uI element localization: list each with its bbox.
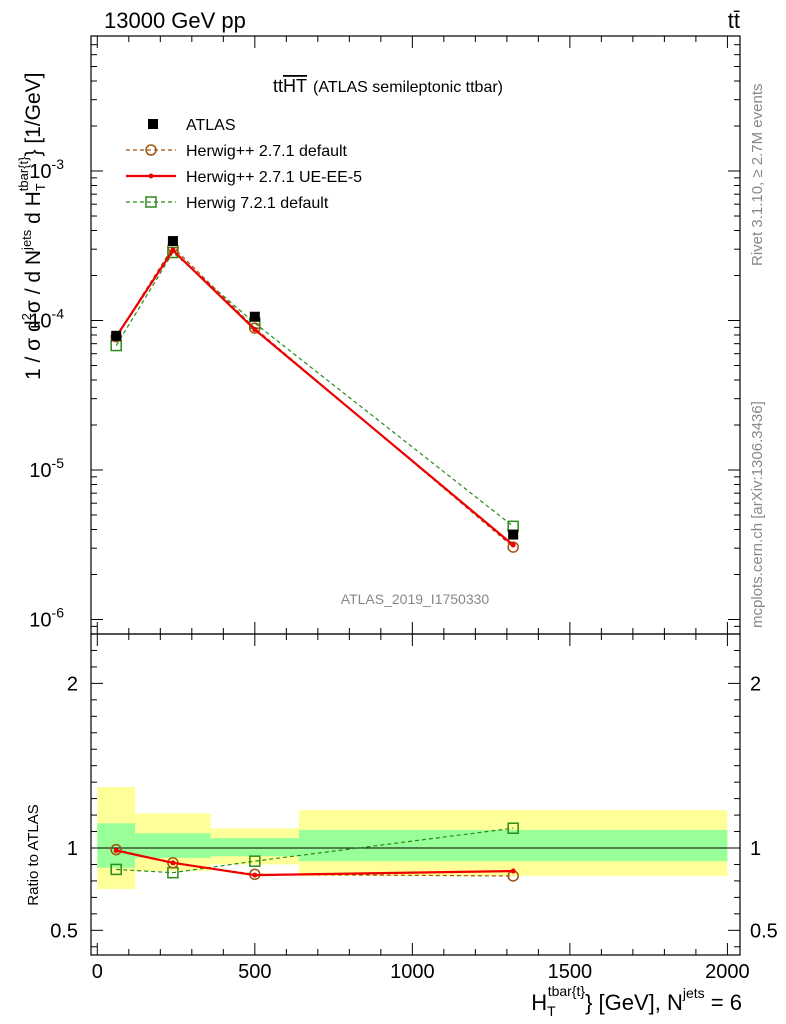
legend-label: Herwig++ 2.7.1 UE-EE-5 — [186, 169, 362, 186]
series-herwigpp_default — [110, 241, 519, 553]
y-tick-exponent: -4 — [52, 306, 65, 322]
ratio-point-herwig7 — [507, 822, 519, 834]
x-label-part: } [GeV], N — [585, 990, 683, 1015]
x-label-part: T — [547, 1003, 556, 1019]
legend-marker-herwigpp_ueee5 — [148, 173, 154, 179]
x-tick-label: 2000 — [705, 961, 750, 983]
point-data — [167, 236, 178, 247]
header-left: 13000 GeV pp — [104, 8, 246, 33]
legend-marker-herwig7 — [145, 196, 157, 208]
ratio-point-herwigpp_ueee5 — [252, 872, 258, 878]
legend-label: Herwig 7.2.1 default — [186, 195, 329, 212]
legend-marker-herwigpp_default — [145, 144, 157, 156]
series-herwigpp_ueee5 — [113, 247, 516, 548]
y-label-part: tbar{t} — [16, 156, 31, 191]
legend-label: Herwig++ 2.7.1 default — [186, 143, 348, 160]
series-data — [111, 236, 519, 540]
y-label-part: σ / d N — [22, 250, 45, 313]
y-label-part: 1 / σ d — [22, 320, 45, 380]
legend-marker-data — [148, 119, 158, 129]
series-herwig7 — [110, 246, 519, 533]
legend-label: ATLAS — [186, 117, 236, 134]
y-axis-label-ratio: Ratio to ATLAS — [25, 804, 42, 905]
plot-title: ttHT (ATLAS semileptonic ttbar) — [273, 76, 503, 96]
ratio-tick-label-left: 0.5 — [50, 920, 78, 942]
x-label-part: H — [531, 990, 547, 1015]
point-herwigpp_default — [249, 322, 261, 334]
series-line-herwigpp_ueee5 — [115, 248, 514, 546]
ratio-frame — [90, 633, 741, 956]
y-tick-label: 10-5 — [29, 455, 64, 482]
point-data — [249, 311, 260, 322]
y-label-part: } [1/GeV] — [22, 72, 45, 156]
analysis-watermark: ATLAS_2019_I1750330 — [341, 591, 490, 607]
y-tick-base: 10 — [29, 460, 51, 482]
ratio-series-herwigpp_ueee5 — [113, 847, 516, 878]
y-tick-exponent: -3 — [52, 156, 65, 172]
ratio-line-herwigpp_ueee5 — [115, 849, 514, 877]
plot-title-sub: (ATLAS semileptonic ttbar) — [313, 79, 503, 96]
y-tick-base: 10 — [29, 610, 51, 632]
y-label-part: T — [33, 183, 48, 191]
header-right: tt̄ — [728, 8, 740, 33]
y-tick-label: 10-3 — [29, 156, 64, 183]
point-herwigpp_ueee5 — [510, 542, 516, 548]
point-herwigpp_ueee5 — [252, 327, 258, 333]
ratio-tick-label-right: 0.5 — [750, 920, 778, 942]
y-label-part: d H — [22, 191, 45, 230]
series-line-herwig7 — [115, 251, 514, 527]
main-panel: 10-610-510-410-3 — [29, 35, 741, 955]
point-herwigpp_ueee5 — [170, 247, 176, 253]
ratio-line-herwig7 — [116, 827, 514, 874]
ratio-point-herwigpp_ueee5 — [170, 860, 176, 866]
y-tick-base: 10 — [29, 161, 51, 183]
plot-title-main: tt — [273, 76, 283, 96]
ratio-band-inner — [97, 823, 136, 868]
rivet-label: Rivet 3.1.10, ≥ 2.7M events — [749, 84, 766, 267]
ratio-band-inner — [210, 838, 299, 857]
legend-entry: Herwig 7.2.1 default — [126, 195, 329, 212]
mcplots-label: mcplots.cern.ch [arXiv:1306.3436] — [749, 401, 766, 628]
point-data — [111, 330, 122, 341]
ratio-band-inner — [298, 829, 728, 862]
point-herwigpp_default — [507, 541, 519, 553]
y-tick-exponent: -5 — [52, 455, 65, 471]
legend-entry: ATLAS — [148, 117, 236, 134]
ratio-tick-label-left: 2 — [67, 673, 78, 695]
y-label-part: jets — [19, 229, 34, 251]
legend: ATLAS Herwig++ 2.7.1 default Herwig++ 2.7.… — [126, 117, 362, 212]
legend-entry: Herwig++ 2.7.1 UE-EE-5 — [126, 169, 362, 186]
ratio-point-herwigpp_ueee5 — [113, 847, 119, 853]
y-label-part: 2 — [19, 313, 34, 320]
x-tick-label: 500 — [238, 961, 271, 983]
ratio-point-herwigpp_default — [110, 843, 122, 856]
ratio-band-inner — [135, 833, 211, 858]
legend-entry: Herwig++ 2.7.1 default — [126, 143, 348, 160]
x-tick-label: 1000 — [390, 961, 435, 983]
y-tick-label: 10-6 — [29, 605, 64, 632]
ratio-point-herwigpp_ueee5 — [510, 868, 516, 874]
x-label-part: tbar{t} — [548, 983, 586, 999]
ratio-point-herwig7 — [249, 855, 261, 867]
x-tick-label: 1500 — [548, 961, 593, 983]
x-axis-label: HTtbar{t}} [GeV], Njets = 6 — [531, 983, 742, 1019]
y-tick-base: 10 — [29, 311, 51, 333]
y-tick-label: 10-4 — [29, 306, 64, 333]
plot-title-over: HT — [283, 76, 307, 96]
x-tick-label: 0 — [92, 961, 103, 983]
ratio-tick-label-left: 1 — [67, 838, 78, 860]
ratio-point-herwig7 — [110, 863, 122, 876]
x-label-part: = 6 — [705, 990, 742, 1015]
ratio-tick-label-right: 1 — [750, 838, 761, 860]
y-axis-label-main: 1 / σ d2σ / d Njets d HTtbar{t}} [1/GeV] — [16, 72, 48, 380]
ratio-tick-label-right: 2 — [750, 673, 761, 695]
series-line-herwigpp_default — [115, 246, 514, 548]
x-label-part: jets — [682, 985, 705, 1001]
y-tick-exponent: -6 — [52, 605, 65, 621]
point-data — [508, 529, 519, 540]
